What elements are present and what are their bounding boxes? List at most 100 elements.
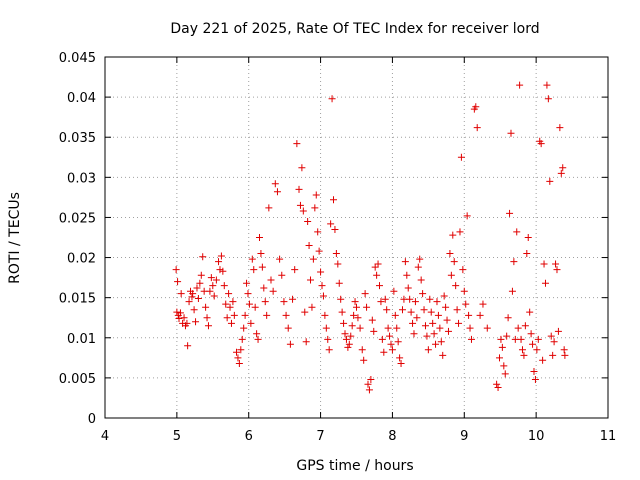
data-point	[524, 234, 532, 241]
data-point	[260, 284, 268, 292]
data-point	[321, 311, 329, 319]
data-point	[517, 335, 525, 343]
data-point	[324, 335, 332, 343]
data-point	[465, 311, 473, 319]
data-point	[296, 201, 304, 209]
data-point	[215, 258, 223, 266]
data-point	[302, 338, 310, 346]
data-point	[348, 322, 356, 330]
data-point	[483, 324, 491, 332]
data-point	[494, 384, 502, 392]
data-point	[507, 129, 515, 137]
axis-ticks	[104, 56, 609, 419]
y-tick-label: 0	[88, 412, 96, 427]
data-point	[437, 338, 445, 346]
data-point	[176, 309, 184, 317]
data-point	[222, 300, 230, 308]
data-point	[561, 351, 569, 359]
plot-frame	[104, 56, 609, 419]
data-point	[455, 319, 463, 327]
data-point	[375, 282, 383, 290]
chart-title: Day 221 of 2025, Rate Of TEC Index for r…	[170, 21, 539, 37]
data-point	[556, 124, 564, 132]
data-point	[463, 212, 471, 220]
data-point	[527, 330, 535, 338]
data-point	[550, 338, 558, 346]
data-point	[557, 169, 565, 177]
data-point	[280, 298, 288, 306]
data-point	[332, 250, 340, 258]
data-point	[194, 294, 202, 302]
data-point	[526, 308, 534, 316]
data-point	[278, 271, 286, 279]
data-point	[267, 276, 275, 284]
data-point	[293, 140, 301, 148]
data-point	[304, 217, 312, 225]
data-point	[446, 250, 454, 258]
data-point	[444, 327, 452, 335]
data-point	[531, 375, 539, 383]
y-tick-label: 0.005	[59, 372, 96, 387]
x-tick-label: 4	[101, 429, 109, 444]
y-tick-label: 0.025	[59, 211, 96, 226]
data-point	[261, 298, 269, 306]
data-point	[337, 295, 345, 303]
data-point	[173, 308, 181, 316]
data-point	[413, 314, 421, 322]
data-point	[452, 282, 460, 290]
data-point	[419, 290, 427, 298]
data-point	[212, 276, 220, 284]
data-point	[172, 266, 180, 274]
data-point	[426, 295, 434, 303]
data-point	[514, 324, 522, 332]
data-point	[518, 346, 526, 354]
data-point	[553, 266, 561, 274]
data-point	[250, 266, 258, 274]
data-point	[358, 346, 366, 354]
data-point	[225, 290, 233, 298]
data-point	[248, 255, 256, 263]
data-point	[439, 351, 447, 359]
data-point	[312, 191, 320, 199]
y-tick-label: 0.045	[59, 51, 96, 66]
data-point	[498, 343, 506, 351]
x-axis-label: GPS time / hours	[296, 458, 413, 474]
data-point	[373, 271, 381, 279]
data-point	[434, 311, 442, 319]
data-point	[298, 164, 306, 172]
data-point	[516, 81, 524, 89]
data-point	[364, 380, 372, 388]
data-point	[330, 196, 338, 204]
data-point	[381, 295, 389, 303]
data-point	[476, 311, 484, 319]
data-point	[319, 292, 327, 300]
data-point	[410, 330, 418, 338]
y-tick-label: 0.02	[67, 252, 96, 267]
data-point	[289, 295, 297, 303]
data-point	[241, 311, 249, 319]
data-point	[305, 242, 313, 250]
data-point	[391, 311, 399, 319]
x-tick-label: 5	[173, 429, 181, 444]
data-point	[403, 271, 411, 279]
x-tick-label: 8	[388, 429, 396, 444]
data-point	[540, 260, 548, 268]
data-point	[202, 303, 210, 311]
data-point	[199, 253, 207, 261]
data-point	[459, 266, 467, 274]
data-point	[311, 204, 319, 212]
data-point	[301, 308, 309, 316]
data-point	[229, 298, 237, 306]
data-point	[230, 311, 238, 319]
data-point	[394, 338, 402, 346]
data-point	[254, 335, 262, 343]
data-point	[269, 287, 277, 295]
data-point	[345, 340, 353, 348]
data-point	[510, 258, 518, 266]
data-point	[206, 287, 214, 295]
data-point	[353, 303, 360, 311]
data-point	[299, 207, 307, 215]
data-point	[318, 282, 326, 290]
data-point	[240, 324, 248, 332]
data-point	[501, 370, 509, 378]
